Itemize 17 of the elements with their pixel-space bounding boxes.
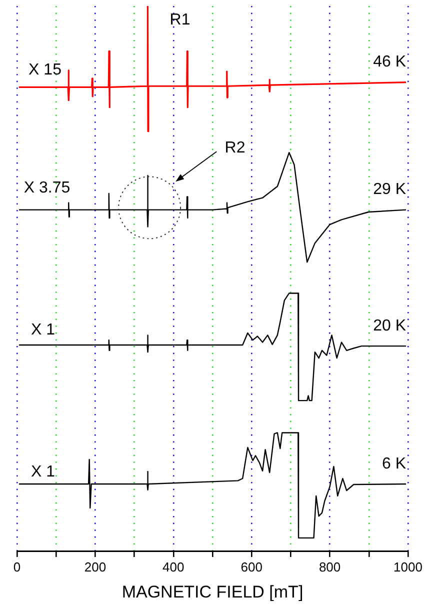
annotation: X 15 [28,61,62,78]
x-tick-label: 800 [318,559,341,574]
x-tick-label: 200 [84,559,106,574]
series-label: 6 K [382,455,406,472]
annotation: X 1 [30,321,56,338]
x-tick-label: 0 [13,559,21,574]
x-axis-title: MAGNETIC FIELD [mT] [122,582,304,602]
x-tick-label: 600 [240,559,262,574]
x-tick-label: 400 [162,559,184,574]
series-label: 46 K [373,54,406,71]
series-label: 29 K [373,181,406,198]
annotation: R2 [224,139,246,156]
annotation: X 1 [30,463,56,480]
x-tick-label: 1000 [394,559,422,574]
series-label: 20 K [373,317,406,334]
annotation: X 3.75 [24,179,70,196]
annotation: R1 [170,11,190,28]
